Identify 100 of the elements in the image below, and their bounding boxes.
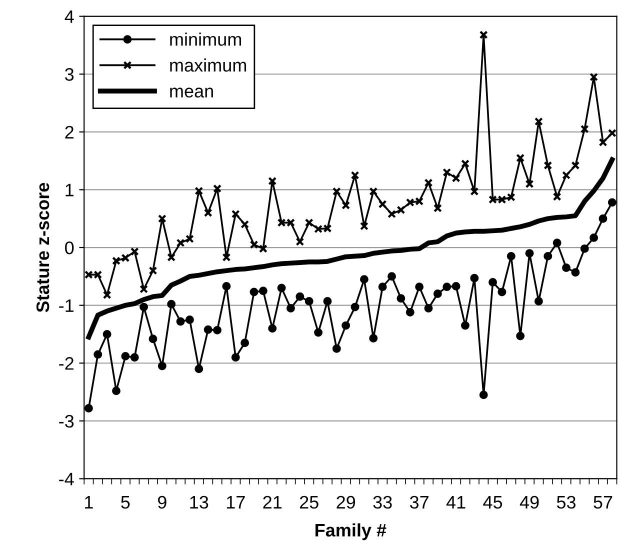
x-tick-label: 33 bbox=[373, 496, 392, 509]
y-axis-title: Stature z-score bbox=[36, 182, 50, 312]
point bbox=[222, 253, 231, 262]
point bbox=[304, 297, 314, 306]
point bbox=[130, 247, 139, 256]
point bbox=[516, 154, 525, 162]
point bbox=[608, 198, 616, 207]
x-tick-label: 5 bbox=[121, 496, 130, 509]
point bbox=[396, 206, 406, 214]
point bbox=[258, 286, 268, 296]
point bbox=[194, 364, 204, 374]
point bbox=[479, 30, 488, 40]
x-tick-label: 25 bbox=[300, 496, 318, 509]
point bbox=[332, 344, 341, 353]
legend-label: minimum bbox=[170, 32, 241, 46]
point bbox=[452, 174, 460, 182]
point bbox=[258, 244, 268, 253]
y-tick-label: -1 bbox=[59, 299, 74, 312]
point bbox=[314, 328, 323, 337]
point bbox=[350, 302, 360, 312]
point bbox=[415, 282, 424, 292]
point bbox=[590, 72, 598, 82]
point bbox=[222, 282, 231, 290]
point bbox=[94, 350, 102, 359]
point bbox=[277, 284, 286, 292]
point bbox=[213, 326, 222, 334]
point bbox=[534, 297, 543, 306]
point bbox=[562, 264, 570, 272]
point bbox=[204, 208, 212, 218]
point bbox=[268, 324, 277, 333]
point bbox=[231, 353, 240, 362]
point bbox=[304, 218, 314, 227]
point bbox=[350, 171, 360, 180]
point bbox=[268, 176, 277, 186]
point bbox=[461, 159, 470, 168]
x-tick-label: 37 bbox=[410, 496, 428, 509]
point bbox=[231, 210, 240, 218]
point bbox=[140, 302, 148, 312]
point bbox=[552, 238, 562, 248]
y-tick-label: -3 bbox=[59, 414, 74, 428]
point bbox=[378, 200, 387, 208]
point bbox=[369, 187, 378, 196]
y-tick-label: 0 bbox=[65, 241, 74, 254]
point bbox=[406, 308, 414, 316]
point bbox=[240, 338, 250, 348]
point bbox=[130, 353, 139, 362]
point bbox=[442, 282, 452, 292]
point bbox=[323, 297, 332, 306]
point bbox=[433, 204, 442, 212]
legend-label: maximum bbox=[170, 58, 246, 72]
point bbox=[525, 249, 534, 258]
point bbox=[167, 300, 176, 308]
point bbox=[121, 352, 130, 360]
point bbox=[176, 238, 185, 248]
point bbox=[461, 321, 470, 330]
y-tick-label: 1 bbox=[66, 184, 74, 196]
point bbox=[369, 334, 378, 342]
point bbox=[296, 292, 304, 301]
point bbox=[140, 284, 148, 294]
point bbox=[488, 278, 498, 286]
point bbox=[158, 362, 166, 370]
point bbox=[580, 124, 589, 134]
point bbox=[424, 304, 433, 312]
point bbox=[571, 268, 580, 277]
point bbox=[185, 316, 194, 324]
x-tick-label: 9 bbox=[158, 496, 166, 509]
point bbox=[525, 180, 534, 188]
point bbox=[102, 330, 112, 338]
point bbox=[378, 282, 387, 292]
y-tick-label: -4 bbox=[59, 472, 74, 486]
point bbox=[544, 161, 552, 170]
y-tick-label: 2 bbox=[65, 126, 74, 138]
point bbox=[571, 161, 580, 170]
point bbox=[204, 325, 212, 334]
point bbox=[424, 178, 433, 188]
point bbox=[396, 294, 406, 303]
x-tick-label: 21 bbox=[263, 496, 282, 508]
point bbox=[360, 222, 368, 230]
point bbox=[332, 187, 341, 196]
point bbox=[580, 244, 589, 253]
point bbox=[194, 186, 204, 196]
point bbox=[433, 290, 442, 298]
legend-label: mean bbox=[170, 88, 213, 98]
point bbox=[112, 386, 120, 396]
x-tick-label: 17 bbox=[226, 496, 245, 508]
point bbox=[84, 404, 93, 412]
x-tick-label: 29 bbox=[336, 496, 356, 509]
point bbox=[148, 334, 158, 344]
point bbox=[342, 201, 350, 210]
point bbox=[176, 317, 185, 326]
point bbox=[590, 233, 598, 242]
point bbox=[544, 252, 552, 260]
point bbox=[498, 288, 506, 296]
point bbox=[286, 304, 295, 312]
point bbox=[240, 220, 250, 229]
point bbox=[470, 187, 479, 196]
point bbox=[452, 282, 460, 290]
point bbox=[479, 390, 488, 400]
point bbox=[470, 274, 479, 282]
point bbox=[185, 234, 194, 244]
